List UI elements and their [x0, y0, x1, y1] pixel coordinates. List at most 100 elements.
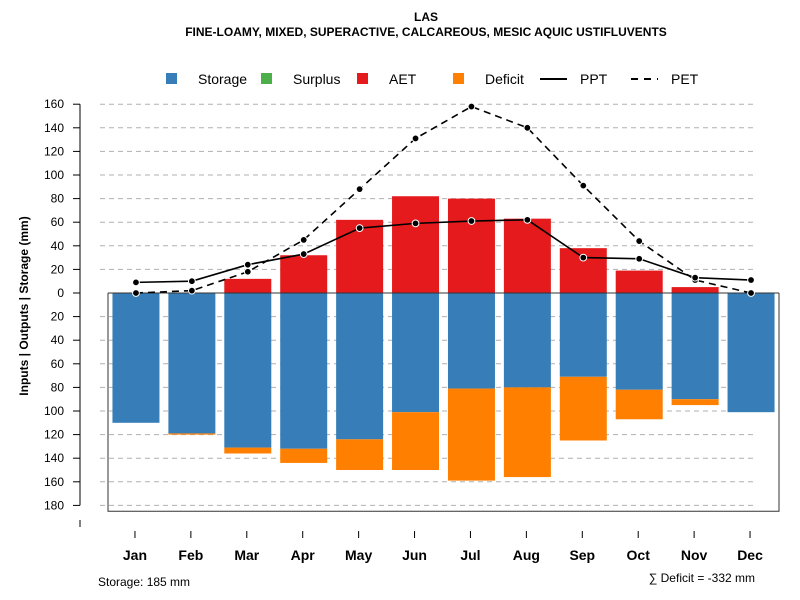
series-lines: [132, 102, 755, 297]
pet-point-dec: [747, 289, 755, 297]
y-tick-label: 80: [51, 380, 65, 394]
aet-bar-mar: [224, 278, 272, 293]
y-tick-label: 60: [51, 357, 65, 371]
legend-deficit-swatch: [453, 73, 464, 84]
y-tick-label: 40: [51, 239, 65, 253]
legend-surplus-label: Surplus: [293, 71, 340, 87]
storage-bar-feb: [168, 293, 216, 434]
ppt-point-apr: [299, 250, 308, 258]
y-tick-label: 120: [44, 428, 64, 442]
y-tick-label: 0: [57, 286, 64, 300]
pet-point-may: [355, 185, 364, 194]
storage-footer: Storage: 185 mm: [98, 575, 190, 589]
x-tick-label-apr: Apr: [291, 547, 316, 563]
y-tick-label: 80: [51, 192, 65, 206]
pet-point-aug: [523, 123, 532, 132]
deficit-footer: ∑ Deficit = -332 mm: [649, 571, 755, 585]
storage-bar-jun: [392, 293, 440, 413]
y-axis: 160 140 120 100 80 60 40 20 0 20 40 60 80 100 120 140 16…: [44, 97, 81, 512]
pet-point-jul: [467, 102, 476, 111]
y-tick-label: 60: [51, 215, 65, 229]
storage-bar-jan: [112, 293, 160, 423]
y-axis-label: Inputs | Outputs | Storage (mm): [17, 216, 31, 395]
storage-bar-may: [336, 293, 384, 440]
y-tick-label: 40: [51, 333, 65, 347]
storage-bar-dec: [727, 293, 775, 413]
legend-aet-swatch: [357, 73, 368, 84]
y-tick-label: 140: [44, 121, 64, 135]
storage-bar-sep: [559, 293, 607, 377]
storage-bar-aug: [503, 293, 551, 388]
pet-point-mar: [243, 267, 252, 276]
x-tick-label-oct: Oct: [627, 547, 651, 563]
chart-title: LAS: [414, 10, 438, 24]
aet-bar-jul: [447, 198, 495, 293]
pet-point-oct: [635, 237, 644, 245]
pet-point-apr: [299, 236, 308, 244]
deficit-bar-sep: [559, 376, 607, 441]
x-tick-label-dec: Dec: [737, 547, 763, 563]
deficit-bar-may: [336, 439, 384, 470]
x-tick-label-mar: Mar: [234, 547, 259, 563]
aet-bar-oct: [615, 270, 663, 293]
legend-aet-label: AET: [389, 71, 417, 87]
legend-surplus-swatch: [261, 73, 272, 84]
x-tick-label-feb: Feb: [178, 547, 203, 563]
ppt-point-nov: [691, 273, 700, 282]
deficit-bar-jul: [447, 388, 495, 481]
y-tick-label: 140: [44, 451, 64, 465]
ppt-point-mar: [243, 260, 252, 269]
ppt-point-dec: [747, 276, 755, 284]
legend-storage-swatch: [166, 73, 177, 84]
x-tick-label-jul: Jul: [460, 547, 480, 563]
ppt-point-may: [355, 224, 364, 233]
storage-bar-apr: [280, 293, 328, 449]
legend-deficit-label: Deficit: [485, 71, 524, 87]
x-tick-label-nov: Nov: [681, 547, 708, 563]
legend-pet-label: PET: [671, 71, 699, 87]
x-tick-label-may: May: [345, 547, 372, 563]
deficit-bar-oct: [615, 389, 663, 420]
deficit-bar-mar: [224, 447, 272, 454]
deficit-bar-feb: [168, 433, 216, 435]
aet-bar-apr: [280, 255, 328, 293]
pet-point-sep: [579, 181, 588, 190]
storage-capacity-frame: [107, 293, 780, 512]
aet-bar-may: [336, 219, 384, 293]
y-tick-label: 180: [44, 498, 64, 512]
chart-subtitle: FINE-LOAMY, MIXED, SUPERACTIVE, CALCAREO…: [185, 25, 667, 39]
x-axis: Jan Feb Mar Apr May Jun Jul Aug Sep Oct Nov Dec: [79, 520, 763, 563]
bars: [107, 196, 780, 512]
pet-point-feb: [187, 286, 196, 295]
y-tick-label: 20: [51, 262, 65, 276]
pet-point-jan: [132, 289, 140, 297]
legend-ppt-label: PPT: [580, 71, 608, 87]
legend: Storage Surplus AET Deficit PPT PET: [166, 71, 699, 87]
y-tick-label: 100: [44, 404, 64, 418]
legend-storage-label: Storage: [198, 71, 247, 87]
x-tick-label-jun: Jun: [402, 547, 427, 563]
ppt-point-jan: [132, 278, 140, 287]
pet-point-jun: [411, 134, 420, 143]
deficit-bar-aug: [503, 387, 551, 478]
y-tick-label: 100: [44, 168, 64, 182]
storage-bar-mar: [224, 293, 272, 448]
storage-bar-nov: [671, 293, 719, 400]
y-tick-label: 20: [51, 310, 65, 324]
aet-bar-aug: [503, 218, 551, 293]
deficit-bar-jun: [392, 412, 440, 470]
pet-line: [135, 105, 752, 294]
x-tick-label-aug: Aug: [513, 547, 540, 563]
ppt-line: [135, 219, 752, 284]
deficit-bar-nov: [671, 399, 719, 406]
ppt-point-jun: [411, 219, 420, 228]
x-tick-label-sep: Sep: [569, 547, 595, 563]
storage-bar-jul: [447, 293, 495, 389]
x-tick-label-jan: Jan: [123, 547, 147, 563]
ppt-point-feb: [187, 277, 196, 286]
y-tick-label: 160: [44, 97, 64, 111]
y-tick-label: 160: [44, 475, 64, 489]
ppt-point-sep: [579, 253, 588, 262]
ppt-point-aug: [523, 215, 532, 224]
